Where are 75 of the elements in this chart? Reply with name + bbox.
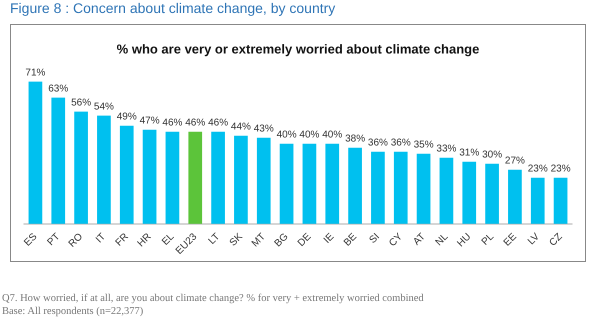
x-tick-label: HR (136, 231, 154, 250)
bar (74, 112, 88, 224)
x-tick-label: CY (387, 231, 406, 249)
bar (211, 132, 225, 224)
text: Base: All respondents (n=22,377) (2, 305, 144, 318)
chart-title: Figure 8 : Concern about climate change, by country (10, 0, 336, 16)
data-label: 46% (162, 117, 183, 128)
x-tick-label: BG (272, 231, 291, 250)
x-tick-label: AT (411, 231, 428, 248)
x-tick-label: SI (368, 231, 382, 246)
bar (51, 98, 66, 224)
text: Q7. How worried, if at all, are you about climate change? % for very + extremely worried combined (2, 292, 424, 305)
x-tick-label: NL (434, 231, 451, 248)
data-label: 40% (276, 129, 297, 140)
bar (234, 136, 248, 224)
data-label: 49% (116, 111, 137, 122)
bar (416, 154, 430, 224)
bar (530, 178, 545, 224)
data-label: 40% (322, 129, 342, 140)
data-label: 54% (94, 101, 114, 112)
data-label: 36% (368, 137, 388, 148)
x-tick-label: PT (46, 231, 62, 248)
data-label: 71% (25, 67, 46, 78)
x-tick-label: RO (66, 231, 86, 250)
x-tick-label: SK (228, 231, 246, 249)
x-tick-label: PL (480, 231, 496, 248)
data-label: 56% (71, 97, 92, 108)
x-tick-label: HU (455, 231, 474, 250)
x-tick-label: ES (22, 231, 40, 249)
x-tick-label: EL (160, 231, 177, 248)
data-label: 36% (390, 137, 411, 148)
bar (256, 138, 271, 224)
x-tick-label: LT (206, 231, 222, 247)
data-label: 43% (254, 123, 274, 134)
bar (302, 144, 316, 224)
bar (462, 162, 476, 224)
data-label: 27% (504, 156, 526, 166)
x-tick-label: LV (526, 231, 542, 248)
x-tick-label: CZ (547, 231, 565, 249)
x-tick-label: EE (502, 231, 520, 249)
x-tick-label: DE (296, 231, 314, 249)
bar (188, 132, 202, 224)
data-label: 31% (459, 147, 480, 158)
data-label: 38% (345, 133, 366, 144)
data-label: 23% (550, 164, 571, 175)
bar (348, 148, 362, 224)
data-label: 30% (482, 149, 502, 160)
x-tick-label: IE (322, 231, 337, 246)
data-label: 44% (230, 121, 252, 132)
data-label: 35% (414, 139, 434, 150)
bar (554, 178, 568, 224)
data-label: 23% (528, 164, 548, 175)
bar (97, 116, 111, 224)
data-label: 40% (299, 129, 320, 140)
bar (485, 164, 499, 224)
bar (120, 126, 134, 224)
bar (28, 82, 42, 224)
bar (394, 152, 408, 224)
bar (166, 132, 180, 224)
x-tick-label: MT (250, 231, 268, 250)
bar (325, 144, 340, 224)
data-label: 63% (48, 83, 68, 94)
data-label: 33% (436, 143, 457, 154)
bar (440, 158, 454, 224)
x-tick-label: BE (342, 231, 360, 249)
data-label: 47% (140, 115, 160, 126)
x-tick-label: IT (94, 231, 108, 246)
bar (371, 152, 385, 224)
x-tick-label: FR (114, 231, 131, 249)
data-label: 46% (185, 117, 206, 128)
chart-subtitle: % who are very or extremely worried about climate change (116, 41, 480, 56)
data-label: 46% (208, 117, 228, 128)
bar (508, 170, 522, 224)
bar (142, 130, 156, 224)
bar (280, 144, 294, 224)
